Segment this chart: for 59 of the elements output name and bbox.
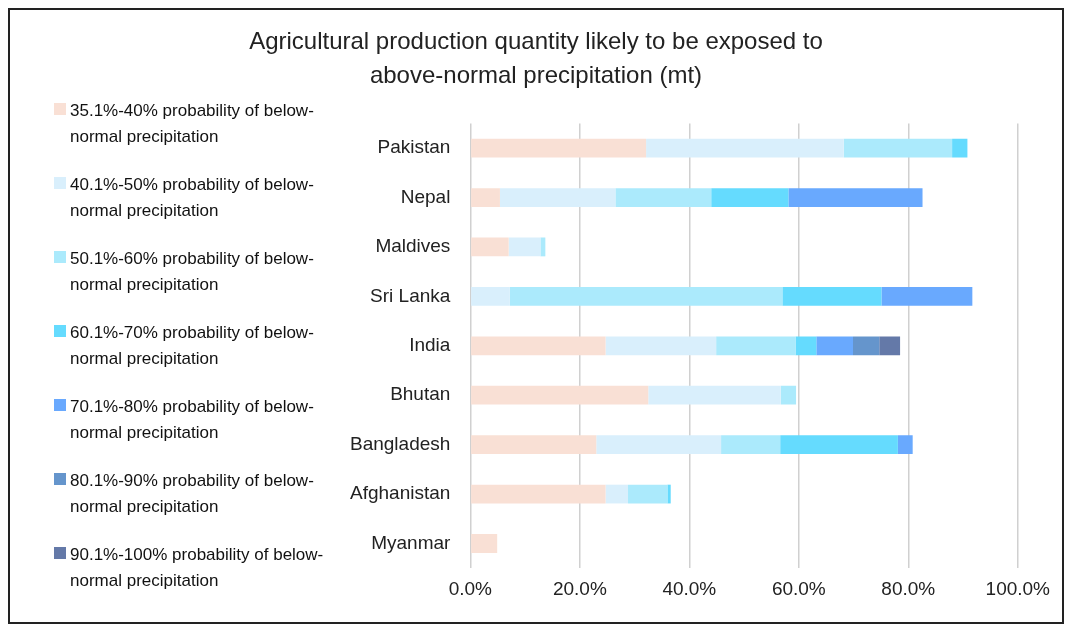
bar bbox=[471, 534, 498, 553]
bar bbox=[721, 435, 781, 455]
x-tick-label: 100.0% bbox=[985, 577, 1051, 599]
bar bbox=[471, 435, 597, 455]
bar bbox=[879, 336, 901, 356]
bar bbox=[615, 188, 712, 207]
x-tick-label: 20.0% bbox=[552, 577, 607, 599]
bar bbox=[853, 336, 880, 356]
y-tick-label: Bhutan bbox=[390, 383, 451, 405]
y-tick-label: Nepal bbox=[400, 185, 451, 207]
bar bbox=[646, 138, 844, 158]
bar bbox=[881, 286, 973, 306]
y-tick-label: Pakistan bbox=[377, 136, 451, 158]
legend-label: 35.1%-40% probability of below-normal precipitation bbox=[70, 100, 315, 148]
bar bbox=[508, 237, 541, 257]
bar bbox=[952, 138, 968, 158]
bar bbox=[843, 138, 953, 158]
bar bbox=[711, 188, 789, 207]
bar bbox=[471, 138, 647, 158]
bar bbox=[471, 237, 509, 257]
bar bbox=[897, 435, 913, 455]
bar bbox=[540, 237, 546, 257]
y-tick-label: Afghanistan bbox=[350, 482, 451, 504]
x-tick-label: 40.0% bbox=[662, 577, 717, 599]
x-tick-label: 60.0% bbox=[771, 577, 826, 599]
y-tick-label: Myanmar bbox=[371, 531, 452, 553]
bar bbox=[648, 385, 781, 405]
bar bbox=[471, 336, 606, 356]
bar bbox=[509, 286, 783, 306]
bar bbox=[782, 286, 882, 306]
bar bbox=[780, 385, 797, 405]
bar bbox=[816, 336, 854, 356]
x-tick-label: 80.0% bbox=[881, 577, 936, 599]
y-tick-label: Bangladesh bbox=[349, 432, 451, 454]
bar bbox=[667, 484, 671, 504]
x-tick-label: 0.0% bbox=[448, 577, 493, 599]
y-tick-label: India bbox=[409, 334, 451, 356]
bar bbox=[795, 336, 817, 356]
legend-label: 60.1%-70% probability of below-normal precipitation bbox=[70, 322, 315, 370]
bar bbox=[471, 484, 606, 504]
bar bbox=[471, 385, 649, 405]
legend-label: 80.1%-90% probability of below-normal precipitation bbox=[70, 470, 315, 518]
bar bbox=[596, 435, 722, 455]
bar bbox=[471, 188, 500, 207]
bar bbox=[499, 188, 616, 207]
bar bbox=[605, 484, 629, 504]
bar bbox=[471, 286, 510, 306]
y-tick-label: Maldives bbox=[375, 235, 451, 257]
legend-label: 70.1%-80% probability of below-normal precipitation bbox=[70, 396, 315, 444]
y-tick-label: Sri Lanka bbox=[370, 284, 451, 306]
bar bbox=[628, 484, 668, 504]
legend-label: 90.1%-100% probability of below-normal precipitation bbox=[70, 544, 325, 592]
bar bbox=[605, 336, 717, 356]
bar bbox=[780, 435, 898, 455]
legend-label: 50.1%-60% probability of below-normal precipitation bbox=[70, 248, 315, 296]
bar bbox=[788, 188, 923, 207]
legend-label: 40.1%-50% probability of below-normal precipitation bbox=[70, 174, 315, 222]
chart-title: Agricultural production quantity likely to be exposed to above-normal precipitation (mt) bbox=[248, 26, 824, 90]
bar bbox=[716, 336, 796, 356]
